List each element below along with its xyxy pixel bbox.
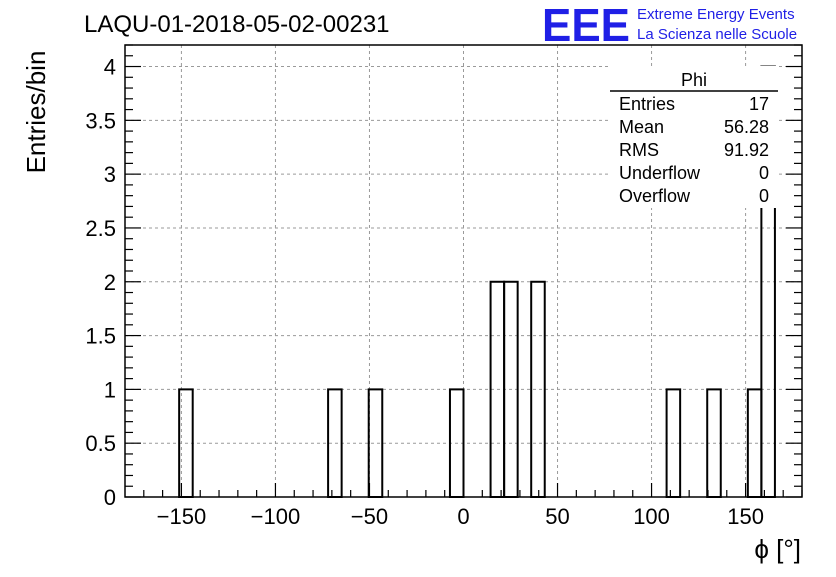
eee-logo: EEE [542, 0, 630, 51]
statistics-box: Phi Entries 17 Mean 56.28 RMS 91.92 Underflow 0… [610, 66, 778, 208]
x-tick-label: 50 [545, 504, 569, 529]
stats-label: Entries [619, 94, 675, 114]
x-tick-label: −100 [251, 504, 301, 529]
y-tick-label: 4 [104, 55, 116, 80]
chart-title: LAQU-01-2018-05-02-00231 [84, 11, 390, 38]
y-tick-label: 1.5 [85, 324, 116, 349]
y-tick-label: 3.5 [85, 108, 116, 133]
y-tick-label: 1 [104, 377, 116, 402]
stats-label: Mean [619, 117, 664, 137]
x-tick-label: −50 [351, 504, 388, 529]
logo-line-2: La Scienza nelle Scuole [637, 26, 797, 43]
logo-line-1: Extreme Energy Events [637, 6, 795, 23]
x-tick-label: 150 [727, 504, 764, 529]
y-tick-label: 0.5 [85, 431, 116, 456]
stats-box-background [610, 66, 778, 208]
stats-title: Phi [681, 70, 707, 90]
stats-value: 0 [759, 186, 769, 206]
stats-value: 0 [759, 163, 769, 183]
x-tick-label: 100 [633, 504, 670, 529]
y-tick-label: 3 [104, 162, 116, 187]
x-tick-label: 0 [457, 504, 469, 529]
plot-frame [124, 44, 803, 498]
stats-label: Underflow [619, 163, 701, 183]
stats-rows: Entries 17 Mean 56.28 RMS 91.92 Underflow 0 Over… [619, 94, 769, 206]
x-tick-label: −150 [157, 504, 207, 529]
stats-label: RMS [619, 140, 659, 160]
stats-value: 56.28 [724, 117, 769, 137]
y-tick-label: 0 [104, 485, 116, 510]
y-tick-label: 2 [104, 270, 116, 295]
stats-label: Overflow [619, 186, 691, 206]
x-axis-title: ϕ [°] [754, 534, 801, 564]
stats-value: 17 [749, 94, 769, 114]
y-tick-label: 2.5 [85, 216, 116, 241]
stats-value: 91.92 [724, 140, 769, 160]
y-axis-title: Entries/bin [21, 51, 51, 174]
axes: −150 −100 −50 0 50 100 150 0 0.5 1 1.5 2 2.5 3 3.5 4 [85, 44, 803, 529]
